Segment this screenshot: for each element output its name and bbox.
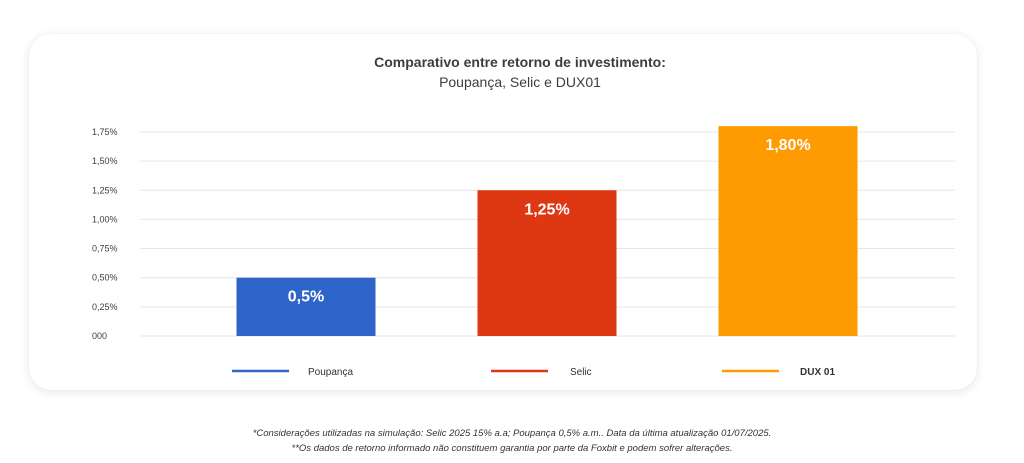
chart-subtitle: Poupança, Selic e DUX01 — [439, 74, 601, 90]
chart-title: Comparativo entre retorno de investiment… — [374, 54, 666, 70]
footnote-disclaimer: **Os dados de retorno informado não cons… — [291, 443, 733, 454]
y-tick-label: 0,75% — [92, 244, 118, 254]
y-tick-label: 1,00% — [92, 214, 118, 224]
y-tick-label: 1,75% — [92, 127, 118, 137]
bar-1 — [477, 190, 617, 336]
bar-0 — [236, 277, 376, 336]
y-tick-label: 1,25% — [92, 185, 118, 195]
y-tick-label: 0,50% — [92, 273, 118, 283]
y-tick-label: 000 — [92, 331, 107, 341]
legend-label: Poupança — [308, 367, 353, 378]
bar-chart: 000 0,25% 0,50% 0,75% 1,00% 1,25% 1,50% 1,75% 0,… — [92, 126, 955, 378]
y-tick-label: 0,25% — [92, 302, 118, 312]
footnote-considerations: *Considerações utilizadas na simulação: … — [252, 428, 772, 439]
data-label: 1,25% — [524, 201, 569, 218]
y-tick-label: 1,50% — [92, 156, 118, 166]
legend-label: DUX 01 — [800, 367, 835, 378]
legend-label: Selic — [570, 367, 592, 378]
data-label: 1,80% — [765, 137, 810, 154]
bar-2 — [718, 126, 858, 337]
data-label: 0,5% — [288, 289, 324, 306]
